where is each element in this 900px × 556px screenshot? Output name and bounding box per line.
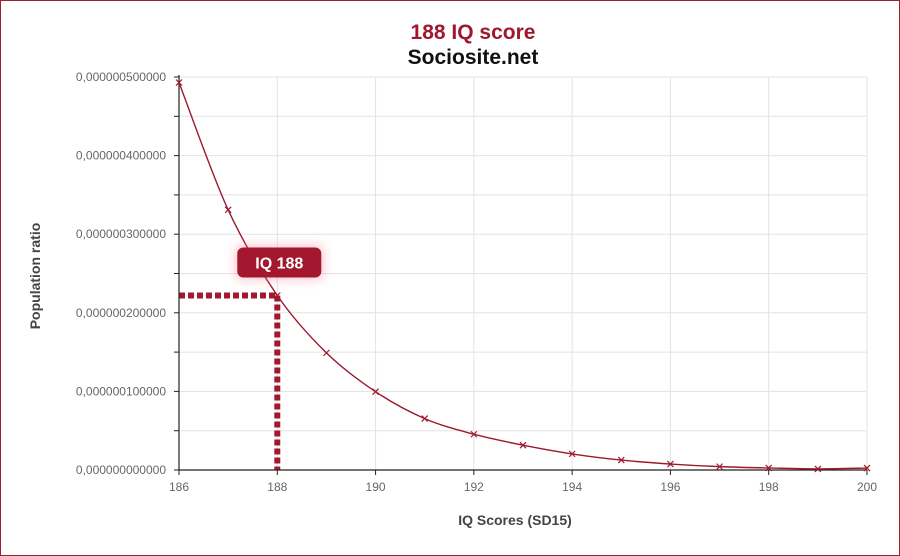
x-tick-label: 188: [267, 480, 287, 494]
y-tick-label: 0,000000000000: [76, 463, 166, 477]
data-point: [224, 206, 232, 214]
data-point-mark: [617, 456, 625, 464]
data-point-mark: [814, 465, 822, 473]
series-line: [178, 82, 868, 470]
data-point-mark: [667, 460, 674, 468]
data-point-mark: [863, 464, 871, 472]
data-point-mark: [519, 441, 527, 449]
highlight-callout: IQ 188: [234, 244, 325, 281]
data-point: [617, 456, 625, 464]
x-tick-label: 196: [660, 480, 680, 494]
data-point: [568, 450, 576, 458]
data-point: [765, 464, 773, 472]
data-point: [814, 465, 822, 473]
data-point: [372, 388, 379, 396]
chart-subtitle: Sociosite.net: [408, 46, 539, 69]
data-point-mark: [470, 430, 478, 438]
data-point: [519, 441, 527, 449]
y-tick-label: 0,000000300000: [76, 227, 166, 241]
y-tick-label: 0,000000400000: [76, 149, 166, 163]
data-point-mark: [323, 349, 330, 357]
data-point-mark: [372, 388, 379, 396]
y-tick-label: 0,000000500000: [76, 70, 166, 84]
data-point: [273, 292, 281, 299]
x-tick-label: 186: [169, 480, 189, 494]
series: [175, 79, 871, 473]
data-point: [470, 430, 478, 438]
callout-label: IQ 188: [255, 256, 303, 273]
data-point-mark: [716, 463, 723, 471]
data-point-mark: [273, 292, 281, 299]
data-point: [421, 415, 429, 423]
data-point-mark: [421, 415, 429, 423]
axes: [174, 75, 868, 475]
callout-box: [237, 247, 322, 278]
data-point-mark: [765, 464, 773, 472]
tick-labels: 0,000000000000 0,000000100000 0,0000002000…: [76, 70, 877, 494]
data-point: [716, 463, 723, 471]
data-point-mark: [175, 79, 183, 86]
x-tick-label: 200: [857, 480, 877, 494]
x-axis-title: IQ Scores (SD15): [458, 512, 572, 528]
y-axis-title: Population ratio: [27, 223, 43, 330]
y-tick-label: 0,000000100000: [76, 384, 166, 398]
x-tick-label: 198: [759, 480, 779, 494]
y-tick-label: 0,000000200000: [76, 306, 166, 320]
data-point: [175, 79, 183, 86]
x-tick-label: 190: [366, 480, 386, 494]
x-tick-label: 192: [464, 480, 484, 494]
data-point-mark: [224, 206, 232, 214]
highlight-guides: [179, 289, 284, 470]
data-point: [667, 460, 674, 468]
data-point-mark: [568, 450, 576, 458]
x-tick-label: 194: [562, 480, 582, 494]
chart-title: 188 IQ score: [411, 21, 536, 44]
data-point: [323, 349, 330, 357]
data-point: [863, 464, 871, 472]
